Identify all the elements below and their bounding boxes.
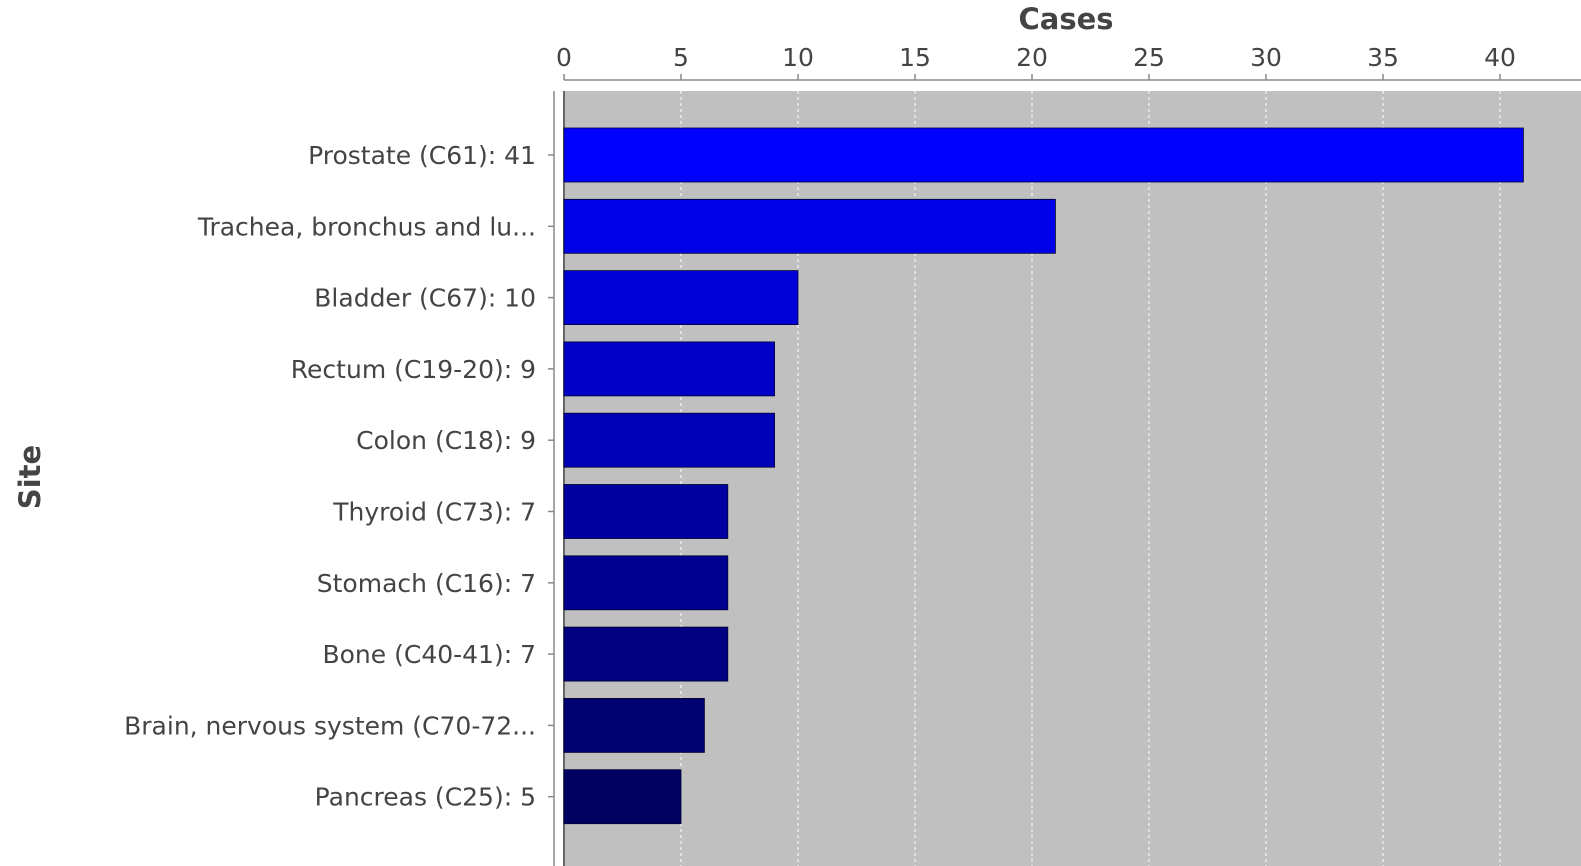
category-label: Brain, nervous system (C70-72...: [124, 711, 536, 740]
category-label: Rectum (C19-20): 9: [291, 355, 536, 384]
category-label: Thyroid (C73): 7: [332, 498, 536, 527]
category-label: Bladder (C67): 10: [314, 284, 536, 313]
bar: [563, 698, 705, 753]
x-tick-label: 35: [1367, 43, 1399, 72]
x-tick-label: 5: [673, 43, 689, 72]
bar: [563, 555, 729, 611]
category-label: Colon (C18): 9: [356, 426, 536, 455]
x-tick-label: 15: [899, 43, 931, 72]
bar: [563, 769, 682, 825]
category-label: Trachea, bronchus and lu...: [197, 212, 536, 241]
bar: [563, 484, 729, 539]
bar: [563, 626, 729, 682]
x-tick-label: 10: [782, 43, 814, 72]
y-axis-title: Site: [13, 445, 47, 509]
bar: [563, 412, 776, 468]
category-label: Stomach (C16): 7: [317, 569, 536, 598]
category-label: Prostate (C61): 41: [308, 141, 536, 170]
bar: [563, 341, 776, 397]
bar: [563, 270, 799, 326]
x-tick-label: 30: [1250, 43, 1282, 72]
category-label: Bone (C40-41): 7: [322, 640, 536, 669]
x-axis-title: Cases: [1018, 2, 1113, 36]
category-label: Pancreas (C25): 5: [315, 783, 536, 812]
bar: [563, 198, 1056, 254]
x-tick-label: 25: [1133, 43, 1165, 72]
x-tick-label: 0: [556, 43, 572, 72]
x-tick-label: 20: [1016, 43, 1048, 72]
x-tick-label: 40: [1484, 43, 1516, 72]
bar: [563, 127, 1524, 183]
